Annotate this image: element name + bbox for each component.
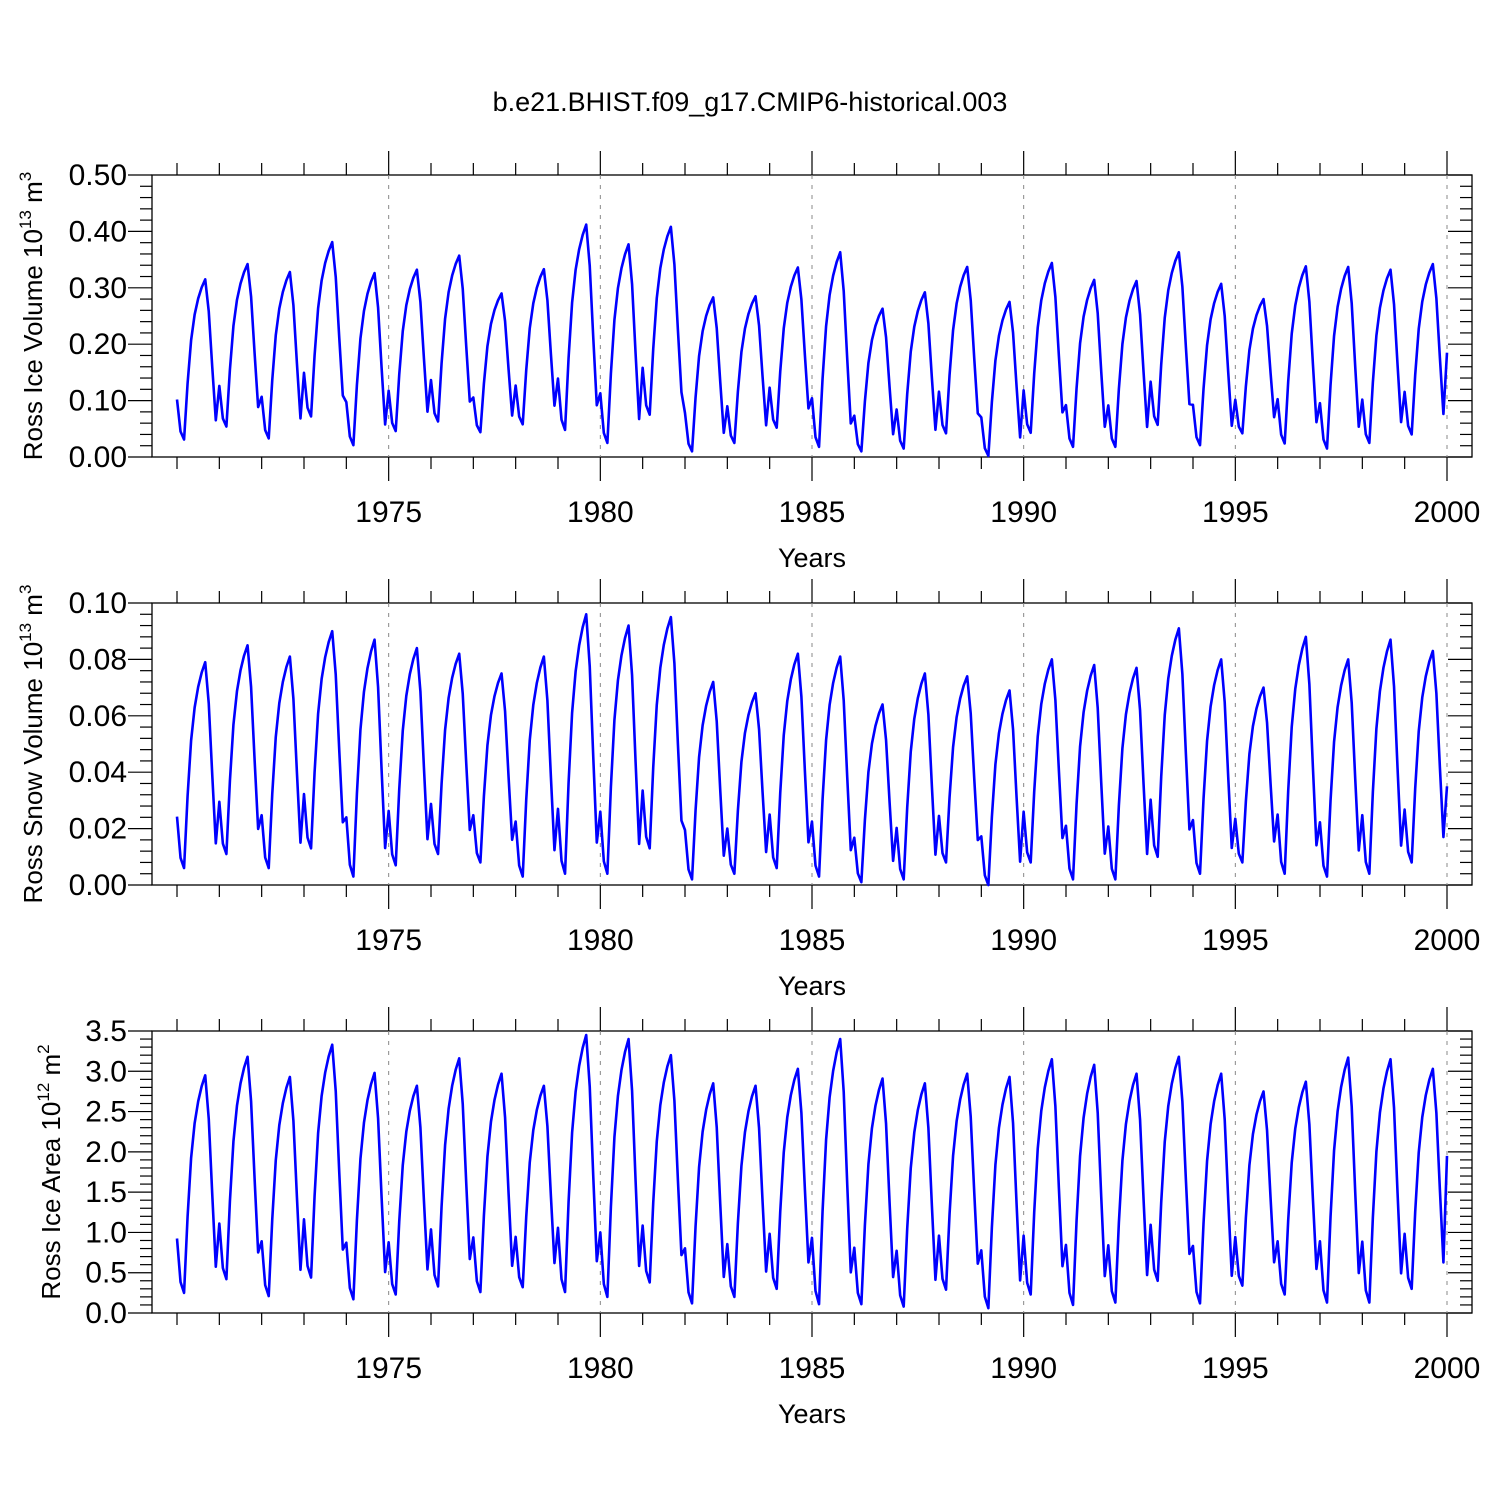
x-axis-label: Years bbox=[778, 543, 846, 573]
y-tick-label: 0.10 bbox=[69, 385, 127, 418]
y-tick-label: 1.5 bbox=[85, 1176, 127, 1209]
y-axis-label-unit-exponent: 3 bbox=[16, 585, 35, 594]
y-tick-label: 0.04 bbox=[69, 756, 127, 789]
x-tick-label: 2000 bbox=[1414, 1352, 1481, 1385]
y-tick-label: 2.0 bbox=[85, 1136, 127, 1169]
chart-panel-2: 1975 1980 1985 1990 1995 2000 0.00 0.02 0.04 0.06… bbox=[16, 579, 1480, 1001]
y-tick-label: 1.0 bbox=[85, 1216, 127, 1249]
y-axis-label-unit-exponent: 2 bbox=[34, 1044, 53, 1053]
y-axis-label-exponent: 13 bbox=[16, 623, 35, 642]
chart-panel-1: 1975 1980 1985 1990 1995 2000 0.00 0.10 0.20 0.30… bbox=[16, 151, 1480, 573]
x-tick-label: 1985 bbox=[779, 924, 846, 957]
x-tick-label: 1985 bbox=[779, 1352, 846, 1385]
series-line-ross-ice-area bbox=[175, 1033, 1449, 1310]
y-tick-label: 2.5 bbox=[85, 1096, 127, 1129]
y-axis-label-main: Ross Snow Volume 10 bbox=[18, 642, 48, 904]
y-tick-label: 0.08 bbox=[69, 643, 127, 676]
x-tick-label: 1985 bbox=[779, 496, 846, 529]
y-axis-label-exponent: 13 bbox=[16, 210, 35, 229]
y-tick-label: 0.50 bbox=[69, 159, 127, 192]
x-tick-label: 1995 bbox=[1202, 1352, 1269, 1385]
x-tick-label: 1990 bbox=[990, 496, 1057, 529]
x-tick-label: 1990 bbox=[990, 924, 1057, 957]
x-tick-label: 1980 bbox=[567, 496, 634, 529]
y-tick-label: 0.5 bbox=[85, 1257, 127, 1290]
x-axis-label: Years bbox=[778, 971, 846, 1001]
x-tick-label: 1995 bbox=[1202, 496, 1269, 529]
y-axis-label-unit: m bbox=[36, 1054, 66, 1083]
x-tick-label: 1980 bbox=[567, 924, 634, 957]
y-axis-label: Ross Ice Volume 1013 m3 bbox=[16, 172, 48, 461]
y-axis-label-main: Ross Ice Volume 10 bbox=[18, 229, 48, 460]
y-tick-label: 0.20 bbox=[69, 328, 127, 361]
chart-panel-3: 1975 1980 1985 1990 1995 2000 0.0 0.5 1.0 1.5 2.0 2… bbox=[34, 1007, 1480, 1429]
x-tick-label: 1980 bbox=[567, 1352, 634, 1385]
y-tick-label: 0.40 bbox=[69, 215, 127, 248]
x-tick-label: 1975 bbox=[355, 496, 422, 529]
y-axis-label-unit: m bbox=[18, 181, 48, 210]
y-tick-label: 3.0 bbox=[85, 1055, 127, 1088]
x-tick-label: 2000 bbox=[1414, 496, 1481, 529]
y-axis-label-exponent: 12 bbox=[34, 1083, 53, 1102]
y-tick-label: 0.06 bbox=[69, 700, 127, 733]
y-axis-label-main: Ross Ice Area 10 bbox=[36, 1102, 66, 1300]
x-tick-label: 1975 bbox=[355, 924, 422, 957]
y-tick-label: 0.00 bbox=[69, 869, 127, 902]
y-axis-label-unit: m bbox=[18, 594, 48, 623]
x-tick-label: 1975 bbox=[355, 1352, 422, 1385]
y-tick-label: 3.5 bbox=[85, 1015, 127, 1048]
y-tick-label: 0.02 bbox=[69, 813, 127, 846]
y-tick-label: 0.0 bbox=[85, 1297, 127, 1330]
x-axis-label: Years bbox=[778, 1399, 846, 1429]
x-tick-label: 1995 bbox=[1202, 924, 1269, 957]
y-axis-label: Ross Snow Volume 1013 m3 bbox=[16, 585, 48, 904]
figure-title: b.e21.BHIST.f09_g17.CMIP6-historical.003 bbox=[493, 87, 1008, 117]
series-line-ross-ice-volume bbox=[175, 223, 1449, 458]
x-tick-label: 2000 bbox=[1414, 924, 1481, 957]
y-tick-label: 0.10 bbox=[69, 587, 127, 620]
series-line-ross-snow-volume bbox=[175, 612, 1449, 887]
y-axis-label: Ross Ice Area 1012 m2 bbox=[34, 1044, 66, 1299]
plots-container: 1975 1980 1985 1990 1995 2000 0.00 0.10 0.20 0.30… bbox=[16, 151, 1480, 1429]
y-axis-label-unit-exponent: 3 bbox=[16, 172, 35, 181]
y-tick-label: 0.00 bbox=[69, 441, 127, 474]
x-tick-label: 1990 bbox=[990, 1352, 1057, 1385]
y-tick-label: 0.30 bbox=[69, 272, 127, 305]
